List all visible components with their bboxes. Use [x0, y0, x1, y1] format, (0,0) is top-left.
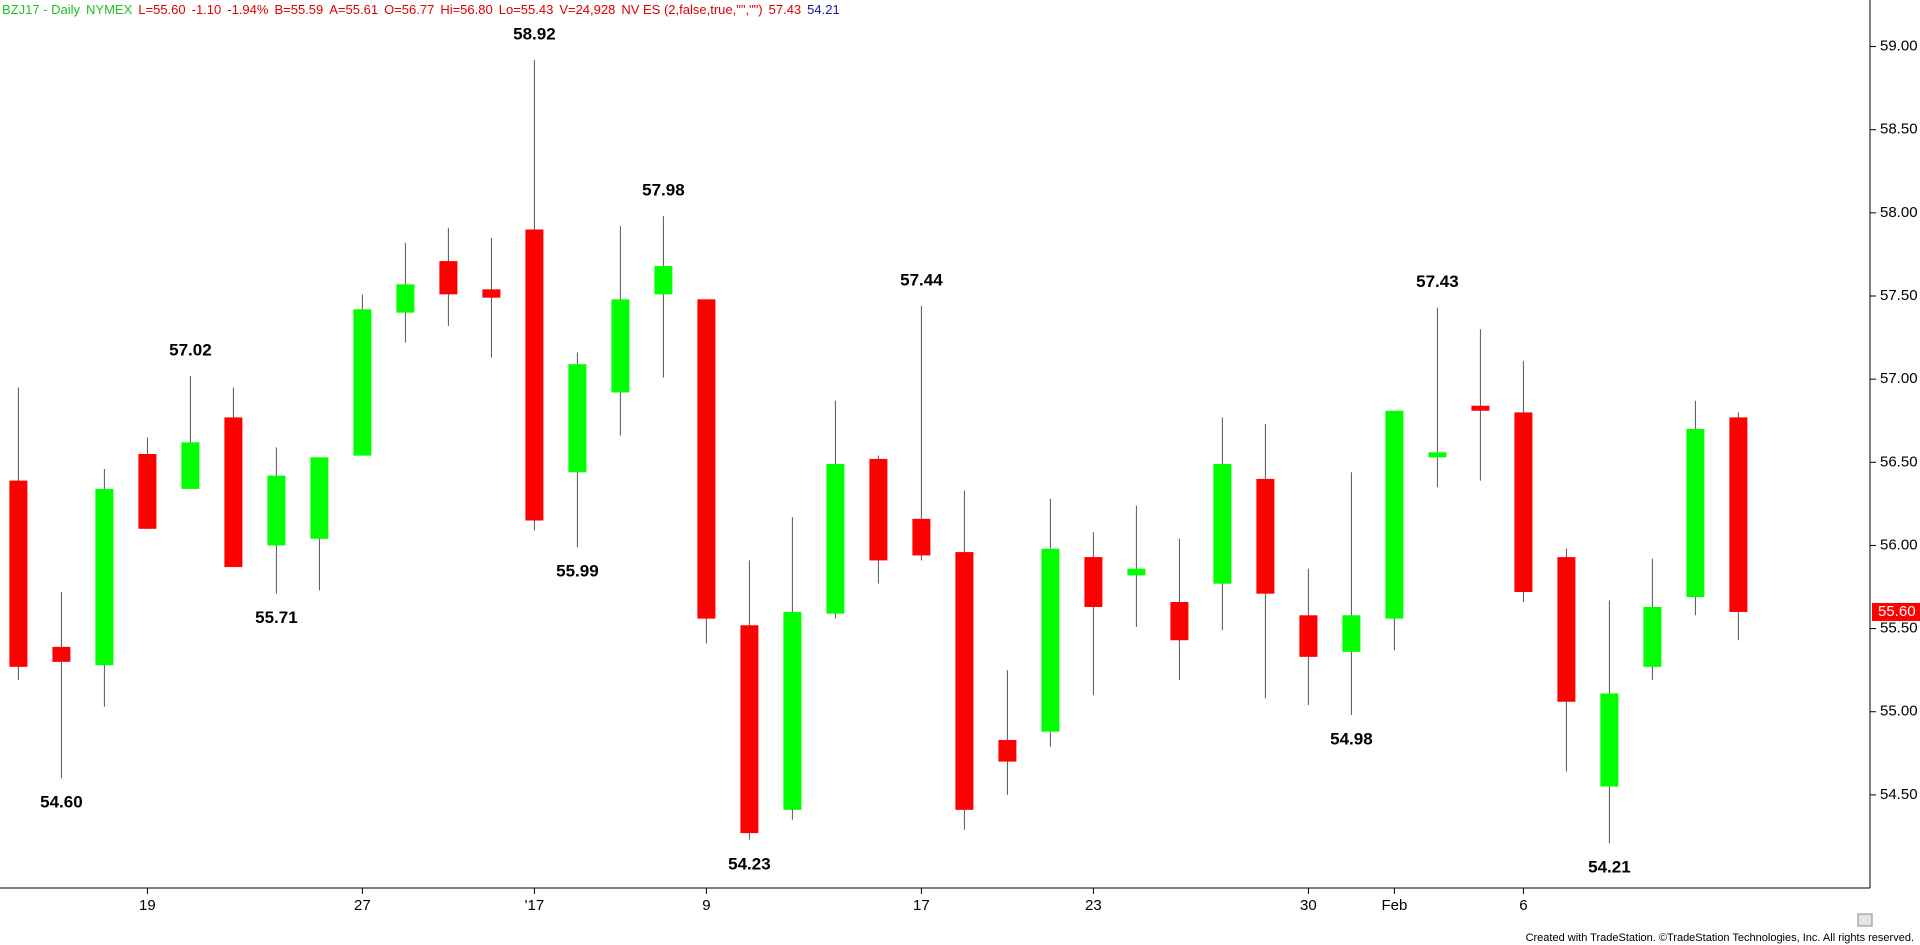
y-tick-label: 58.00	[1880, 204, 1918, 221]
candle-body	[1084, 557, 1103, 607]
candle-body	[1385, 410, 1404, 619]
header-item: NV ES (2,false,true,"","")	[621, 2, 763, 17]
candle-body	[912, 518, 931, 556]
x-tick-label: 17	[913, 897, 930, 914]
candle-body	[1729, 417, 1748, 612]
candle-body	[1514, 412, 1533, 592]
candle-body	[1643, 606, 1662, 667]
x-tick-label: 19	[139, 897, 156, 914]
candle-body	[783, 611, 802, 810]
candle-body	[998, 740, 1017, 762]
header-item: B=55.59	[274, 2, 324, 17]
header-item: Lo=55.43	[498, 2, 554, 17]
candle-body	[310, 457, 329, 539]
header-item: 54.21	[807, 2, 840, 17]
candle-body	[95, 488, 114, 666]
header-item: V=24,928	[559, 2, 616, 17]
candle-body	[138, 453, 157, 529]
pivot-label: 55.99	[556, 562, 599, 581]
y-tick-label: 58.50	[1880, 121, 1918, 138]
candle-body	[611, 299, 630, 393]
scroll-handle[interactable]	[1857, 913, 1873, 927]
candle-body	[525, 229, 544, 521]
candle-body	[1428, 452, 1447, 458]
last-price-label: 55.60	[1878, 603, 1916, 620]
header-item: NYMEX	[86, 2, 133, 17]
y-tick-label: 55.50	[1880, 620, 1918, 637]
candle-body	[1256, 478, 1275, 594]
candle-body	[1213, 463, 1232, 584]
last-price-box	[1872, 602, 1920, 621]
pivot-label: 57.43	[1416, 272, 1459, 291]
pivot-label: 54.23	[728, 854, 771, 873]
header: BZJ17 - Daily NYMEX L=55.60 -1.10 -1.94% B=55…	[2, 2, 846, 17]
header-item: O=56.77	[384, 2, 435, 17]
pivot-label: 57.44	[900, 270, 943, 289]
header-item: -1.10	[191, 2, 222, 17]
candle-body	[1342, 615, 1361, 652]
y-tick-label: 55.00	[1880, 703, 1918, 720]
candle-body	[1557, 557, 1576, 702]
x-tick-label: 6	[1519, 897, 1527, 914]
candle-body	[1041, 548, 1060, 732]
candle-body	[654, 266, 673, 295]
header-item: BZJ17 - Daily	[2, 2, 81, 17]
candle-body	[1686, 429, 1705, 597]
candle-body	[826, 463, 845, 614]
x-tick-label: '17	[525, 897, 545, 914]
candle-body	[869, 458, 888, 561]
candle-body	[9, 480, 28, 667]
x-tick-label: 30	[1300, 897, 1317, 914]
pivot-label: 54.21	[1588, 858, 1631, 877]
x-tick-label: 27	[354, 897, 371, 914]
x-tick-label: 23	[1085, 897, 1102, 914]
candle-body	[353, 309, 372, 456]
candle-body	[955, 552, 974, 810]
pivot-label: 54.98	[1330, 730, 1373, 749]
footer: Created with TradeStation. ©TradeStation…	[1526, 932, 1914, 944]
candle-body	[396, 284, 415, 313]
candle-body	[697, 299, 716, 619]
y-tick-label: 54.50	[1880, 786, 1918, 803]
y-tick-label: 57.50	[1880, 287, 1918, 304]
candle-body	[1600, 693, 1619, 787]
candle-body	[568, 364, 587, 473]
y-tick-label: 59.00	[1880, 38, 1918, 55]
y-tick-label: 56.00	[1880, 536, 1918, 553]
candle-body	[1471, 405, 1490, 411]
candle-body	[1127, 568, 1146, 576]
candle-body	[267, 475, 286, 546]
candle-body	[224, 417, 243, 568]
candle-body	[439, 261, 458, 295]
x-tick-label: 9	[702, 897, 710, 914]
y-tick-label: 56.50	[1880, 453, 1918, 470]
candle-body	[740, 625, 759, 834]
candle-body	[1170, 601, 1189, 641]
x-tick-label: Feb	[1381, 897, 1407, 914]
candle-body	[52, 646, 71, 662]
pivot-label: 57.98	[642, 181, 685, 200]
pivot-label: 58.92	[513, 24, 556, 43]
pivot-label: 57.02	[169, 340, 212, 359]
header-item: -1.94%	[227, 2, 269, 17]
candle-body	[181, 442, 200, 489]
pivot-label: 55.71	[255, 608, 298, 627]
header-item: L=55.60	[138, 2, 186, 17]
header-item: 57.43	[768, 2, 802, 17]
header-item: Hi=56.80	[440, 2, 493, 17]
candle-body	[482, 289, 501, 298]
header-item: A=55.61	[329, 2, 379, 17]
pivot-label: 54.60	[40, 793, 83, 812]
candle-body	[1299, 615, 1318, 657]
y-tick-label: 57.00	[1880, 370, 1918, 387]
